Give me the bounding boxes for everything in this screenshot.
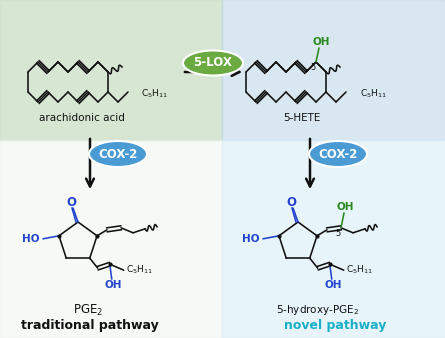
- Text: PGE$_2$: PGE$_2$: [73, 303, 103, 317]
- Text: arachidonic acid: arachidonic acid: [39, 113, 125, 123]
- Text: OH: OH: [324, 280, 341, 290]
- Text: OH: OH: [312, 37, 330, 47]
- Text: 5-hydroxy-PGE$_2$: 5-hydroxy-PGE$_2$: [276, 303, 360, 317]
- Text: traditional pathway: traditional pathway: [21, 318, 159, 332]
- Text: 5: 5: [310, 64, 316, 72]
- Text: C$_5$H$_{11}$: C$_5$H$_{11}$: [141, 88, 168, 100]
- Ellipse shape: [309, 141, 367, 167]
- Text: 5: 5: [336, 229, 340, 238]
- Bar: [0, 140, 222, 338]
- Bar: [222, 140, 445, 338]
- Text: HO: HO: [242, 234, 260, 244]
- Text: COX-2: COX-2: [318, 147, 358, 161]
- Text: 5-LOX: 5-LOX: [194, 56, 232, 70]
- Text: novel pathway: novel pathway: [284, 318, 386, 332]
- Ellipse shape: [183, 50, 243, 75]
- Text: O: O: [66, 195, 76, 209]
- Text: C$_5$H$_{11}$: C$_5$H$_{11}$: [346, 264, 373, 276]
- Text: OH: OH: [104, 280, 121, 290]
- Text: C$_5$H$_{11}$: C$_5$H$_{11}$: [360, 88, 387, 100]
- Text: 5-HETE: 5-HETE: [283, 113, 321, 123]
- Bar: [0, 0, 222, 140]
- Text: OH: OH: [336, 202, 354, 212]
- Text: HO: HO: [22, 234, 40, 244]
- Text: O: O: [286, 195, 296, 209]
- Text: C$_5$H$_{11}$: C$_5$H$_{11}$: [126, 264, 153, 276]
- Ellipse shape: [89, 141, 147, 167]
- Bar: [222, 0, 445, 140]
- Text: COX-2: COX-2: [98, 147, 138, 161]
